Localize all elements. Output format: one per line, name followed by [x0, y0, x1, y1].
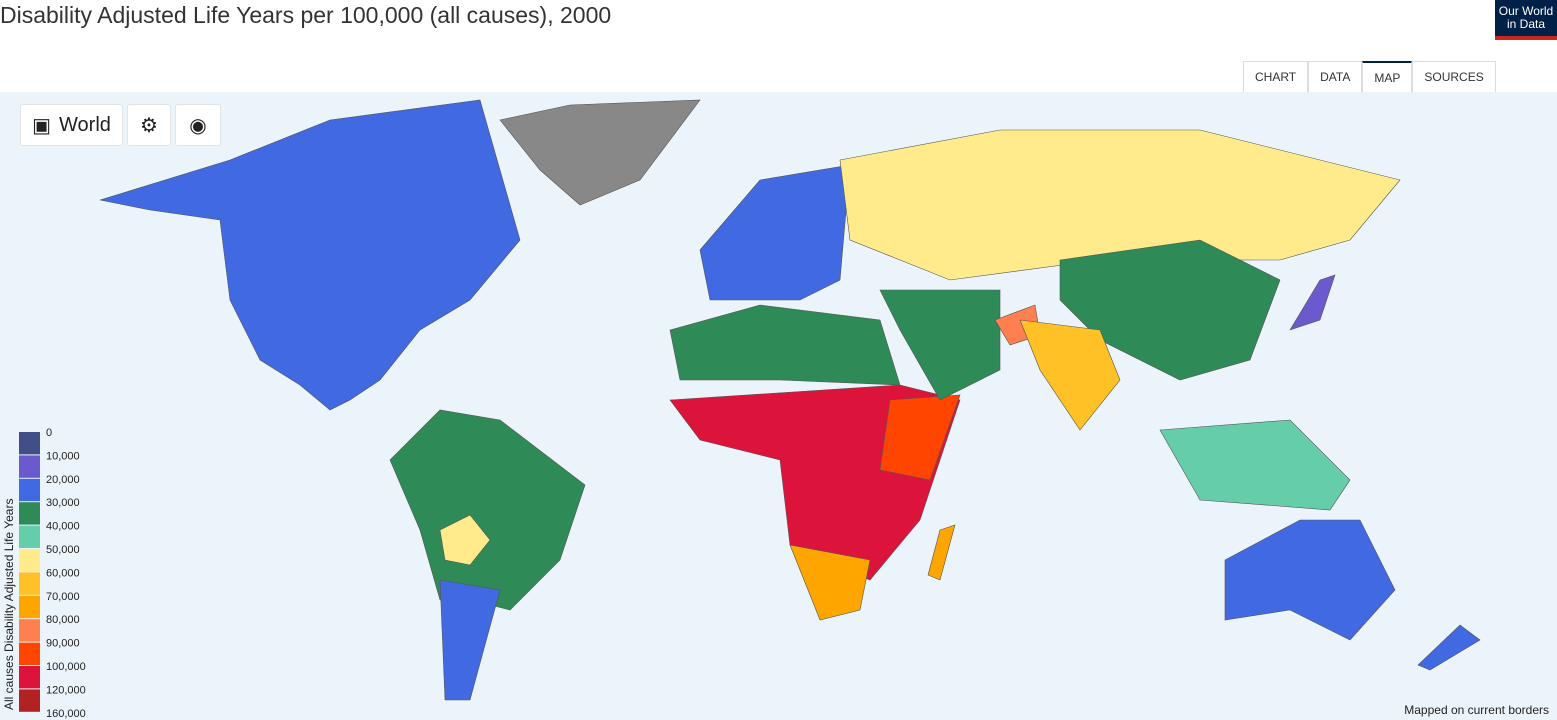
- legend-swatch: [19, 455, 40, 478]
- eye-button[interactable]: ◉: [175, 104, 221, 146]
- legend-label: 90,000: [46, 638, 80, 650]
- settings-button[interactable]: ⚙: [127, 104, 171, 146]
- legend-swatch: [19, 595, 40, 619]
- south-america[interactable]: [389, 409, 586, 611]
- world-map: [99, 99, 1481, 701]
- madagascar[interactable]: [927, 524, 956, 581]
- russia[interactable]: [839, 129, 1401, 281]
- greenland[interactable]: [499, 99, 701, 206]
- new-zealand[interactable]: [1417, 624, 1481, 671]
- legend-label: 160,000: [46, 708, 86, 720]
- legend-swatch: [19, 619, 40, 642]
- southern-cone[interactable]: [439, 579, 501, 701]
- tabs: CHART DATA MAP SOURCES: [1243, 61, 1496, 93]
- legend-swatch: [19, 478, 40, 502]
- east-africa[interactable]: [879, 394, 961, 481]
- tab[interactable]: SOURCES: [1412, 61, 1496, 92]
- north-america[interactable]: [99, 99, 521, 411]
- tab[interactable]: CHART: [1243, 61, 1309, 92]
- title: Disability Adjusted Life Years per 100,0…: [0, 2, 612, 28]
- legend-title: All causes Disability Adjusted Life Year…: [2, 499, 16, 710]
- china[interactable]: [1059, 239, 1281, 381]
- legend: All causes Disability Adjusted Life Year…: [2, 427, 86, 720]
- legend-swatch: [19, 666, 40, 689]
- legend-label: 100,000: [46, 661, 86, 673]
- legend-label: 120,000: [46, 684, 86, 696]
- legend-label: 70,000: [46, 591, 80, 603]
- legend-label: 20,000: [46, 474, 80, 486]
- legend-label: 80,000: [46, 614, 80, 626]
- legend-label: 30,000: [46, 497, 80, 509]
- australia[interactable]: [1224, 519, 1396, 641]
- north-africa[interactable]: [669, 304, 901, 386]
- bolivia[interactable]: [439, 514, 491, 566]
- india[interactable]: [1019, 319, 1121, 431]
- legend-swatch: [19, 689, 40, 712]
- legend-swatch: [19, 525, 40, 548]
- legend-label: 0: [46, 427, 52, 439]
- legend-swatch: [19, 642, 40, 665]
- legend-swatch: [19, 549, 40, 572]
- legend-label: 40,000: [46, 521, 80, 533]
- legend-label: 10,000: [46, 450, 80, 462]
- middle-east[interactable]: [879, 289, 1001, 401]
- legend-swatch: [19, 502, 40, 525]
- legend-label: 50,000: [46, 544, 80, 556]
- legend-swatch: [19, 572, 40, 595]
- legend-swatch: [19, 432, 40, 455]
- logo[interactable]: Our World in Data: [1495, 0, 1557, 40]
- southern-africa[interactable]: [789, 544, 871, 621]
- europe[interactable]: [699, 164, 851, 301]
- region-button[interactable]: ▣ World: [20, 104, 123, 146]
- japan[interactable]: [1289, 274, 1336, 331]
- region-label: World: [59, 113, 111, 136]
- map-area: [0, 92, 1557, 720]
- southeast-asia[interactable]: [1159, 419, 1351, 511]
- tab[interactable]: DATA: [1308, 61, 1363, 92]
- footer-note: Mapped on current borders: [1404, 703, 1549, 717]
- legend-label: 60,000: [46, 567, 80, 579]
- tab[interactable]: MAP: [1362, 61, 1413, 93]
